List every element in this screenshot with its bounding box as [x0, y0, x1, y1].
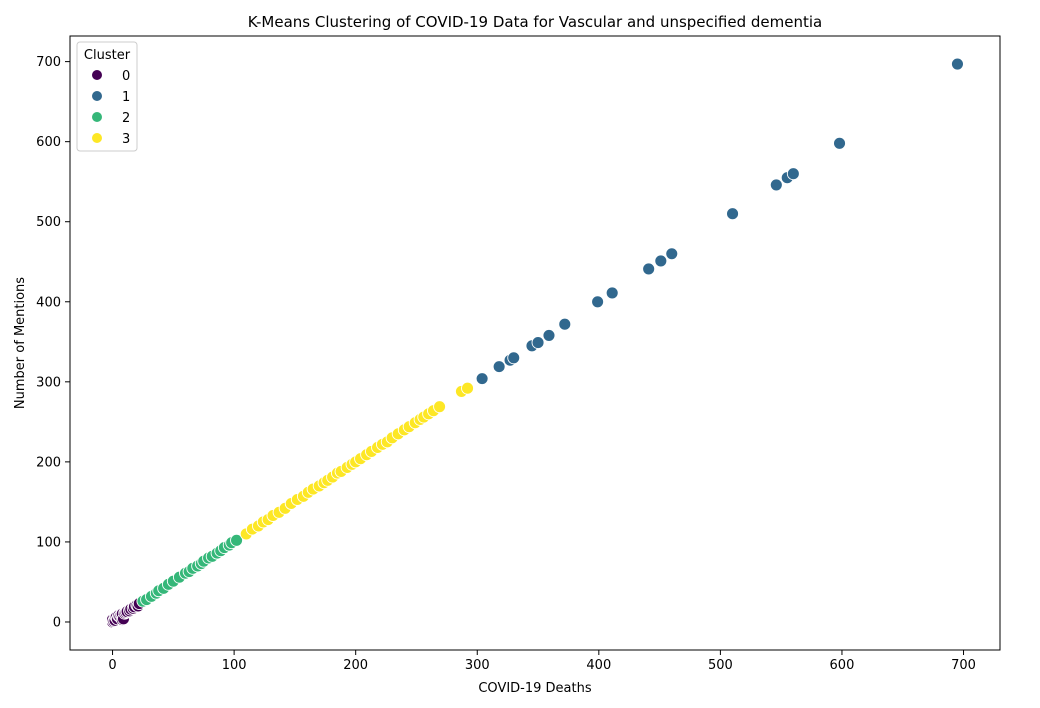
- data-point-cluster-1: [591, 295, 605, 309]
- x-tick-label: 300: [465, 658, 490, 673]
- legend-label-3: 3: [122, 132, 130, 147]
- x-tick-label: 100: [222, 658, 247, 673]
- y-tick-label: 200: [36, 455, 61, 470]
- legend-marker-3: [92, 133, 102, 143]
- data-point-cluster-1: [542, 328, 556, 342]
- x-tick-label: 500: [708, 658, 733, 673]
- data-point-cluster-2: [230, 533, 243, 547]
- data-point-cluster-1: [605, 286, 619, 300]
- data-point-cluster-1: [665, 247, 679, 261]
- x-tick-label: 0: [108, 658, 116, 673]
- plot-area: [106, 57, 964, 629]
- data-point-cluster-1: [492, 360, 506, 374]
- legend-marker-2: [92, 112, 102, 122]
- data-point-cluster-1: [726, 207, 739, 221]
- x-axis-title: COVID-19 Deaths: [478, 681, 591, 696]
- legend-marker-0: [92, 70, 102, 80]
- y-axis-title: Number of Mentions: [13, 277, 28, 409]
- data-point-cluster-1: [786, 167, 800, 181]
- x-tick-label: 200: [343, 658, 368, 673]
- legend-label-1: 1: [122, 90, 130, 105]
- plot-frame: [69, 35, 1001, 651]
- legend-label-2: 2: [122, 111, 130, 126]
- x-tick-label: 400: [586, 658, 611, 673]
- data-point-cluster-1: [558, 317, 572, 331]
- y-tick-label: 700: [36, 55, 61, 70]
- data-point-cluster-3: [433, 400, 447, 414]
- data-point-cluster-3: [461, 381, 474, 395]
- y-tick-label: 100: [36, 535, 61, 550]
- y-tick-label: 300: [36, 375, 61, 390]
- data-point-cluster-1: [769, 178, 783, 192]
- x-tick-label: 600: [830, 658, 855, 673]
- data-point-cluster-1: [531, 336, 545, 350]
- y-axis: 0 100 200 300 400 500 600 700: [36, 55, 70, 630]
- data-point-cluster-1: [507, 351, 521, 365]
- chart-title: K-Means Clustering of COVID-19 Data for …: [248, 13, 823, 31]
- data-point-cluster-1: [654, 254, 668, 268]
- legend-marker-1: [92, 91, 102, 101]
- y-tick-label: 400: [36, 295, 61, 310]
- legend-title: Cluster: [84, 48, 131, 63]
- y-tick-label: 0: [53, 615, 61, 630]
- data-point-cluster-1: [642, 262, 656, 276]
- data-point-cluster-1: [951, 57, 964, 71]
- x-tick-label: 700: [951, 658, 976, 673]
- y-tick-label: 500: [36, 215, 61, 230]
- legend-box: [76, 41, 138, 152]
- data-point-cluster-1: [475, 372, 489, 386]
- legend: Cluster 0 1 2 3: [76, 41, 138, 152]
- y-tick-label: 600: [36, 135, 61, 150]
- x-axis: 0 100 200 300 400 500 600 700: [108, 650, 976, 673]
- data-point-cluster-1: [833, 136, 846, 150]
- legend-label-0: 0: [122, 69, 130, 84]
